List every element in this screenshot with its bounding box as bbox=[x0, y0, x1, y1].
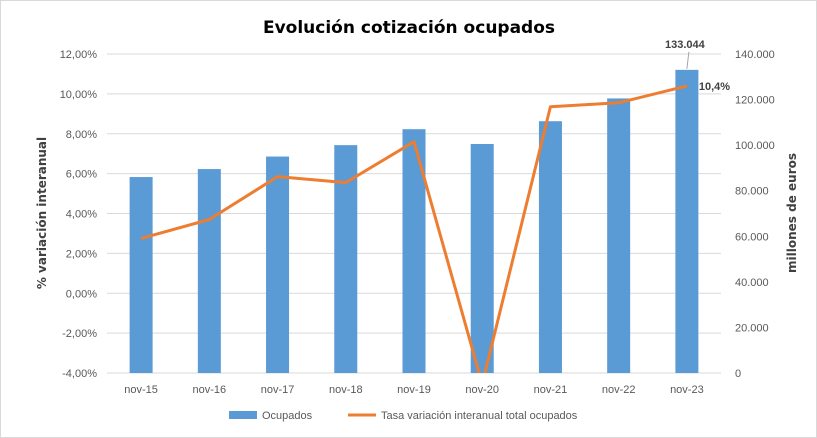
bar bbox=[334, 145, 358, 373]
x-tick-label: nov-21 bbox=[534, 384, 568, 396]
bar-label-leader bbox=[686, 51, 690, 69]
y-axis-left: -4,00% -2,00% 0,00% 2,00% 4,00% 6,00% 8,00% 10,… bbox=[60, 49, 98, 380]
bar bbox=[538, 121, 562, 373]
line-series bbox=[140, 84, 688, 373]
x-tick-label: nov-23 bbox=[670, 384, 704, 396]
y2-tick-label: 20.000 bbox=[735, 322, 769, 334]
y2-tick-label: 80.000 bbox=[735, 186, 769, 198]
legend: Ocupados Tasa variación interanual total… bbox=[229, 410, 578, 422]
y2-axis-title: millones de euros bbox=[785, 153, 799, 273]
y2-tick-label: 140.000 bbox=[735, 49, 775, 61]
y2-tick-label: 100.000 bbox=[735, 140, 775, 152]
y-axis-right: 0 20.000 40.000 60.000 80.000 100.000 120.000 1… bbox=[735, 49, 775, 380]
y-tick-label: 2,00% bbox=[66, 248, 97, 260]
x-tick-label: nov-19 bbox=[397, 384, 431, 396]
y-axis-title: % variación interanual bbox=[35, 137, 49, 289]
y-tick-label: 4,00% bbox=[66, 209, 97, 221]
y-tick-label: -4,00% bbox=[62, 368, 97, 380]
bar bbox=[607, 98, 631, 374]
bar bbox=[402, 129, 426, 373]
x-tick-label: nov-22 bbox=[602, 384, 636, 396]
x-tick-label: nov-18 bbox=[329, 384, 363, 396]
y2-tick-label: 40.000 bbox=[735, 277, 769, 289]
x-tick-label: nov-20 bbox=[465, 384, 499, 396]
y-tick-label: 6,00% bbox=[66, 169, 97, 181]
bar bbox=[266, 156, 290, 373]
y2-tick-label: 120.000 bbox=[735, 95, 775, 107]
y2-tick-label: 0 bbox=[735, 368, 741, 380]
y-tick-label: 0,00% bbox=[66, 288, 97, 300]
y-tick-label: 8,00% bbox=[66, 129, 97, 141]
bar-series bbox=[129, 69, 699, 374]
annotations: 133.044 10,4% bbox=[665, 39, 730, 93]
y2-tick-label: 60.000 bbox=[735, 231, 769, 243]
bar bbox=[197, 169, 221, 373]
y-tick-label: 12,00% bbox=[60, 49, 98, 61]
x-tick-label: nov-17 bbox=[261, 384, 295, 396]
legend-label-tasa: Tasa variación interanual total ocupados bbox=[381, 410, 578, 422]
last-line-label: 10,4% bbox=[699, 81, 730, 93]
chart-title: Evolución cotización ocupados bbox=[263, 18, 555, 38]
last-bar-label: 133.044 bbox=[665, 39, 706, 51]
bar bbox=[129, 177, 153, 373]
y-tick-label: -2,00% bbox=[62, 328, 97, 340]
x-axis: nov-15 nov-16 nov-17 nov-18 nov-19 nov-20 nov-… bbox=[124, 384, 703, 396]
bar bbox=[675, 69, 699, 374]
line-path bbox=[140, 84, 688, 373]
y-tick-label: 10,00% bbox=[60, 89, 98, 101]
x-tick-label: nov-15 bbox=[124, 384, 158, 396]
legend-label-ocupados: Ocupados bbox=[262, 410, 313, 422]
bar bbox=[470, 144, 494, 373]
legend-swatch-ocupados bbox=[229, 411, 257, 419]
x-tick-label: nov-16 bbox=[193, 384, 227, 396]
